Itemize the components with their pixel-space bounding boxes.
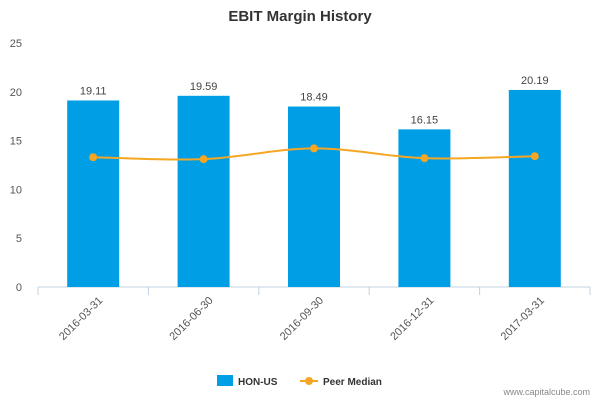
y-tick-label: 15 (10, 136, 22, 148)
y-tick-label: 25 (10, 38, 22, 50)
peer-median-point-2016-12-31[interactable] (420, 154, 429, 163)
y-axis: 0 5 10 15 20 25 (10, 38, 22, 294)
peer-median-point-2017-03-31[interactable] (530, 152, 539, 161)
data-label-2016-06-30: 19.59 (190, 81, 218, 93)
y-tick-label: 20 (10, 87, 22, 99)
data-labels: 19.11 19.59 18.49 16.15 20.19 (80, 75, 549, 126)
x-tick-label: 2016-09-30 (278, 295, 326, 343)
chart-title: EBIT Margin History (228, 8, 372, 25)
bar-series (67, 89, 561, 288)
bar-2016-09-30[interactable] (288, 106, 340, 287)
bar-2017-03-31[interactable] (508, 89, 561, 287)
data-label-2016-09-30: 18.49 (300, 92, 328, 104)
legend[interactable]: HON-US Peer Median (217, 375, 382, 388)
x-tick-labels: 2016-03-31 2016-06-30 2016-09-30 2016-12-31… (57, 295, 547, 343)
bar-2016-03-31[interactable] (67, 100, 120, 288)
peer-median-point-2016-03-31[interactable] (89, 153, 98, 162)
legend-item-peer-median[interactable]: Peer Median (300, 377, 382, 388)
data-label-2016-03-31: 19.11 (80, 85, 107, 97)
legend-marker-swatch (305, 377, 313, 385)
legend-label-peer-median: Peer Median (323, 377, 382, 388)
x-tick-label: 2017-03-31 (499, 295, 547, 343)
peer-median-series (89, 144, 539, 164)
y-tick-label: 10 (10, 184, 22, 196)
y-tick-label: 0 (16, 282, 22, 294)
x-tick-label: 2016-06-30 (167, 295, 215, 343)
x-axis (37, 286, 591, 295)
x-tick-label: 2016-12-31 (388, 295, 436, 343)
x-tick-label: 2016-03-31 (57, 295, 105, 343)
data-label-2016-12-31: 16.15 (411, 114, 439, 126)
y-tick-label: 5 (16, 233, 22, 245)
legend-item-hon-us[interactable]: HON-US (217, 375, 278, 388)
peer-median-point-2016-06-30[interactable] (199, 155, 208, 164)
legend-bar-swatch (217, 375, 233, 386)
data-label-2017-03-31: 20.19 (521, 75, 549, 87)
bar-2016-06-30[interactable] (177, 95, 230, 287)
bar-2016-12-31[interactable] (398, 129, 451, 287)
legend-label-hon-us: HON-US (238, 377, 278, 388)
credit-text[interactable]: www.capitalcube.com (502, 387, 590, 397)
peer-median-point-2016-09-30[interactable] (310, 144, 318, 153)
